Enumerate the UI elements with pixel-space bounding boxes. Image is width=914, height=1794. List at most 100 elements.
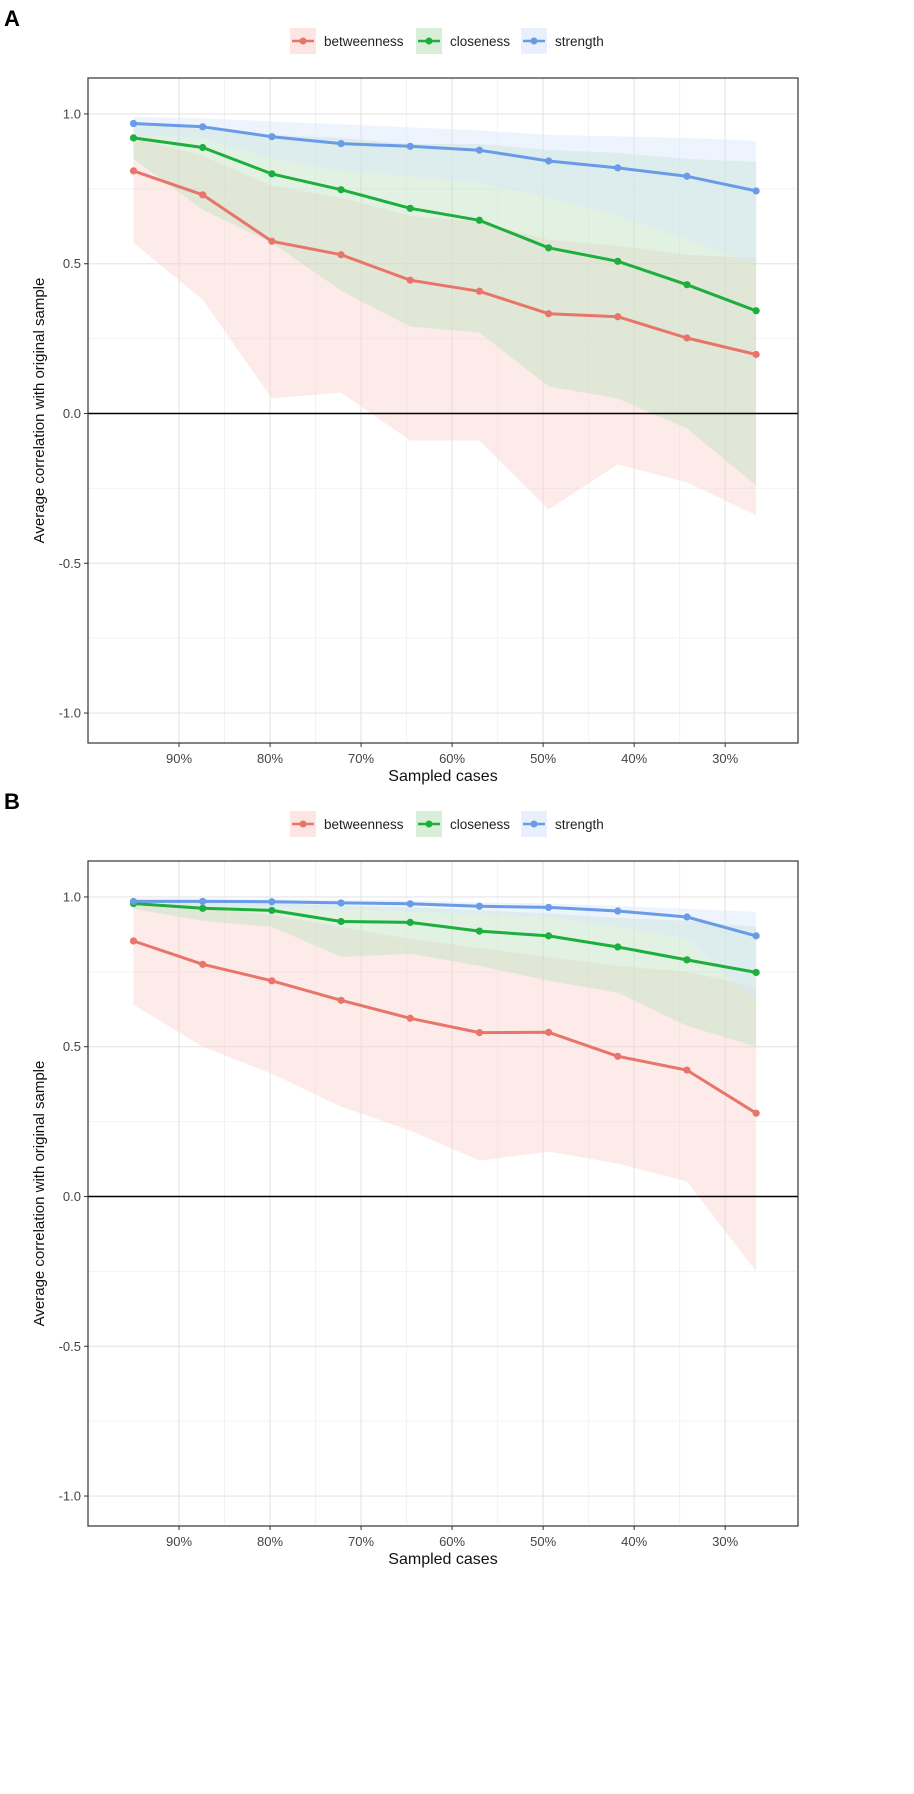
data-point-betweenness <box>268 237 276 245</box>
legend-key-point <box>299 37 307 45</box>
data-point-strength <box>544 903 553 912</box>
y-tick-label: 0.5 <box>63 1039 81 1054</box>
x-tick-label: 90% <box>166 1534 192 1549</box>
series-closeness <box>129 899 760 977</box>
data-point-closeness <box>614 257 622 265</box>
data-point-betweenness <box>199 960 207 968</box>
data-point-closeness <box>614 943 622 951</box>
data-point-strength <box>752 187 760 195</box>
data-point-closeness <box>683 281 691 289</box>
x-axis-title: Sampled cases <box>388 768 497 785</box>
series-line-strength <box>133 899 757 938</box>
series-betweenness <box>129 937 760 1117</box>
data-point-betweenness <box>129 937 138 945</box>
x-tick-label: 80% <box>257 751 283 766</box>
data-point-strength <box>475 902 484 910</box>
legend-key-point <box>425 37 433 45</box>
data-point-betweenness <box>268 977 276 985</box>
series-line-betweenness <box>133 939 757 1115</box>
series-line-closeness <box>133 136 757 313</box>
data-point-betweenness <box>614 1052 622 1060</box>
band-strength <box>133 116 757 264</box>
x-axis: 90% 80% 70% 60% 50% 40% 30% <box>166 1526 739 1549</box>
band-closeness <box>133 122 757 486</box>
data-point-closeness <box>544 244 553 252</box>
data-point-closeness <box>475 927 484 935</box>
data-point-strength <box>199 897 207 906</box>
x-tick-label: 70% <box>348 751 374 766</box>
y-tick-label: -0.5 <box>59 556 81 571</box>
y-tick-label: 1.0 <box>63 889 81 904</box>
data-point-strength <box>199 123 207 131</box>
y-tick-label: 0.0 <box>63 1189 81 1204</box>
data-point-strength <box>475 146 484 154</box>
y-axis: 1.0 0.5 0.0 -0.5 -1.0 <box>59 889 88 1504</box>
data-point-strength <box>614 907 622 915</box>
x-axis-title: Sampled cases <box>388 1551 497 1568</box>
data-point-closeness <box>752 307 760 315</box>
panel-label: B <box>4 789 20 814</box>
x-tick-label: 50% <box>530 1534 556 1549</box>
legend-label: strength <box>555 34 604 49</box>
band-strength <box>133 898 757 1002</box>
data-point-strength <box>614 164 622 172</box>
data-point-betweenness <box>544 310 553 318</box>
data-point-betweenness <box>683 1066 691 1074</box>
legend-label: strength <box>555 817 604 832</box>
data-point-closeness <box>406 918 414 927</box>
x-tick-label: 70% <box>348 1534 374 1549</box>
plot-border <box>87 860 799 1527</box>
panel-label: A <box>4 6 20 31</box>
legend-item-betweenness: betweenness <box>290 811 404 837</box>
legend-label: closeness <box>450 34 510 49</box>
band-closeness <box>133 899 757 1047</box>
confidence-bands <box>133 116 757 516</box>
plot-border <box>87 77 799 744</box>
data-point-strength <box>683 913 691 921</box>
data-point-strength <box>268 133 276 141</box>
y-axis-title: Average correlation with original sample <box>31 1061 48 1327</box>
data-point-closeness <box>544 932 553 940</box>
data-point-closeness <box>199 904 207 912</box>
series-line-betweenness <box>133 169 757 356</box>
y-axis-title: Average correlation with original sample <box>31 278 48 544</box>
x-axis: 90% 80% 70% 60% 50% 40% 30% <box>166 743 739 766</box>
x-tick-label: 60% <box>439 1534 465 1549</box>
series-strength <box>129 119 760 195</box>
y-tick-label: 0.0 <box>63 406 81 421</box>
data-point-closeness <box>337 186 345 194</box>
data-point-betweenness <box>475 287 484 295</box>
y-tick-label: 1.0 <box>63 106 81 121</box>
x-tick-label: 80% <box>257 1534 283 1549</box>
legend-item-closeness: closeness <box>416 811 510 837</box>
legend-key-point <box>530 37 538 45</box>
data-point-closeness <box>475 216 484 224</box>
series-strength <box>129 897 760 940</box>
data-point-strength <box>406 900 414 908</box>
data-point-closeness <box>337 917 345 926</box>
data-point-closeness <box>683 956 691 964</box>
data-point-betweenness <box>683 334 691 342</box>
data-point-betweenness <box>129 167 138 175</box>
data-point-strength <box>544 157 553 165</box>
y-tick-label: -0.5 <box>59 1339 81 1354</box>
data-point-betweenness <box>406 1014 414 1022</box>
y-axis: 1.0 0.5 0.0 -0.5 -1.0 <box>59 106 88 721</box>
legend-item-betweenness: betweenness <box>290 28 404 54</box>
series-line-closeness <box>133 902 757 974</box>
series-closeness <box>129 134 760 315</box>
data-point-betweenness <box>752 350 760 359</box>
data-point-betweenness <box>337 251 345 259</box>
data-point-closeness <box>406 204 414 212</box>
band-betweenness <box>133 137 757 516</box>
data-point-strength <box>683 172 691 180</box>
x-tick-label: 40% <box>621 751 647 766</box>
data-point-closeness <box>752 968 760 977</box>
data-point-strength <box>129 119 138 128</box>
data-point-strength <box>337 899 345 907</box>
x-tick-label: 30% <box>712 1534 738 1549</box>
data-point-strength <box>406 142 414 150</box>
data-point-betweenness <box>406 276 414 284</box>
legend-item-strength: strength <box>521 28 604 54</box>
